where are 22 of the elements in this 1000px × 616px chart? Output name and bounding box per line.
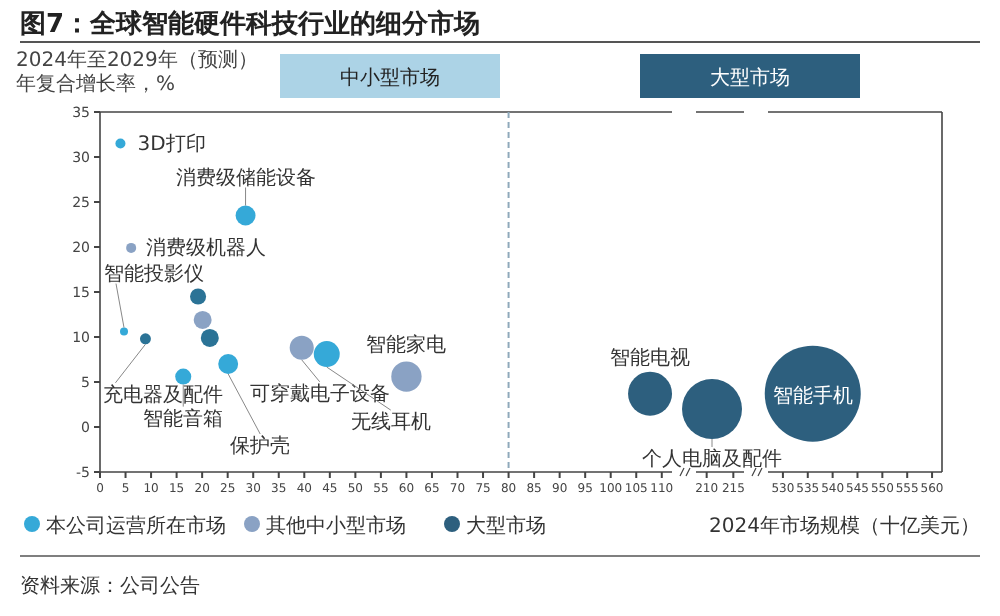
annotation: 智能电视 [610, 345, 691, 370]
annotation: 充电器及配件 [103, 382, 224, 407]
annotation: 3D打印 [137, 131, 206, 156]
annotation: 保护壳 [230, 434, 291, 458]
annotation: 消费级机器人 [146, 235, 267, 260]
y-axis-title: 2024年至2029年（预测）年复合增长率，% [16, 48, 258, 96]
text: 中小型市场 [340, 66, 440, 90]
text: 大型市场 [710, 66, 790, 90]
legend-label: 大型市场 [466, 514, 546, 538]
annotation: 个人电脑及配件 [642, 447, 782, 471]
legend-label: 本公司运营所在市场 [46, 514, 226, 538]
annotation: 消费级储能设备 [175, 165, 316, 190]
annotation: 智能家电 [366, 332, 447, 357]
annotation: 智能投影仪 [104, 261, 204, 286]
annotation: 智能音箱 [143, 406, 224, 431]
annotation: 智能手机 [772, 383, 853, 408]
annotation: 无线耳机 [350, 410, 431, 435]
annotation: 可穿戴电子设备 [249, 381, 390, 406]
chart-title: 图7：全球智能硬件科技行业的细分市场 [20, 8, 481, 40]
x-axis-title: 2024年市场规模（十亿美元） [709, 514, 980, 538]
legend-label: 其他中小型市场 [266, 514, 406, 538]
text: 资料来源：公司公告 [20, 574, 200, 598]
